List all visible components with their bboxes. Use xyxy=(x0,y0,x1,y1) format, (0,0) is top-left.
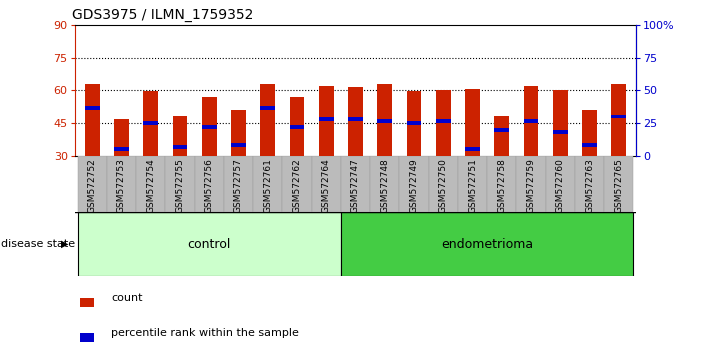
Bar xyxy=(107,156,136,212)
Bar xyxy=(524,119,538,123)
Bar xyxy=(77,156,107,212)
Bar xyxy=(202,125,217,129)
Bar xyxy=(144,91,158,156)
Text: GSM572756: GSM572756 xyxy=(205,159,214,213)
Bar xyxy=(85,106,100,110)
Bar xyxy=(282,156,311,212)
Text: GSM572762: GSM572762 xyxy=(292,159,301,213)
Bar xyxy=(136,156,166,212)
Bar xyxy=(553,130,567,134)
Bar xyxy=(231,110,246,156)
Bar xyxy=(436,90,451,156)
Bar xyxy=(253,156,282,212)
Bar xyxy=(202,97,217,156)
Bar xyxy=(311,156,341,212)
Text: endometrioma: endometrioma xyxy=(441,238,533,251)
Text: GSM572754: GSM572754 xyxy=(146,159,155,213)
Text: disease state: disease state xyxy=(1,239,75,249)
Bar xyxy=(378,119,392,123)
Text: GSM572749: GSM572749 xyxy=(410,159,419,213)
Bar xyxy=(582,110,597,156)
Bar xyxy=(494,127,509,132)
Bar xyxy=(114,119,129,156)
Bar xyxy=(85,84,100,156)
Bar xyxy=(524,86,538,156)
Bar xyxy=(436,119,451,123)
Bar xyxy=(465,147,480,151)
Bar xyxy=(370,156,400,212)
Bar xyxy=(80,298,94,307)
Bar xyxy=(407,91,422,156)
Bar xyxy=(224,156,253,212)
Bar xyxy=(289,97,304,156)
Bar xyxy=(582,143,597,147)
Bar xyxy=(319,86,333,156)
Text: count: count xyxy=(111,293,143,303)
Bar xyxy=(289,125,304,129)
Bar xyxy=(341,156,370,212)
Bar xyxy=(494,116,509,156)
Bar xyxy=(173,116,187,156)
Bar xyxy=(611,84,626,156)
Text: GSM572758: GSM572758 xyxy=(497,159,506,213)
Bar xyxy=(231,143,246,147)
Text: GSM572747: GSM572747 xyxy=(351,159,360,213)
Bar xyxy=(114,147,129,151)
Text: GSM572763: GSM572763 xyxy=(585,159,594,213)
Bar xyxy=(195,156,224,212)
Bar xyxy=(260,84,275,156)
Text: GSM572750: GSM572750 xyxy=(439,159,448,213)
Bar xyxy=(611,114,626,119)
Text: GSM572761: GSM572761 xyxy=(263,159,272,213)
Text: ▶: ▶ xyxy=(61,239,69,249)
Text: GSM572764: GSM572764 xyxy=(322,159,331,213)
Bar xyxy=(173,145,187,149)
Bar xyxy=(487,156,516,212)
Text: GSM572757: GSM572757 xyxy=(234,159,243,213)
Bar xyxy=(458,156,487,212)
Bar xyxy=(516,156,545,212)
Text: GSM572748: GSM572748 xyxy=(380,159,389,213)
Bar xyxy=(341,212,634,276)
Text: GSM572765: GSM572765 xyxy=(614,159,624,213)
Bar xyxy=(465,89,480,156)
Bar xyxy=(348,117,363,121)
Bar xyxy=(166,156,195,212)
Bar xyxy=(553,90,567,156)
Text: control: control xyxy=(188,238,231,251)
Text: GSM572753: GSM572753 xyxy=(117,159,126,213)
Bar xyxy=(575,156,604,212)
Bar xyxy=(545,156,575,212)
Text: GSM572760: GSM572760 xyxy=(556,159,565,213)
Bar xyxy=(144,121,158,125)
Bar xyxy=(378,84,392,156)
Bar xyxy=(604,156,634,212)
Bar xyxy=(80,333,94,342)
Bar xyxy=(407,121,422,125)
Bar xyxy=(348,87,363,156)
Text: GDS3975 / ILMN_1759352: GDS3975 / ILMN_1759352 xyxy=(72,8,253,22)
Text: GSM572759: GSM572759 xyxy=(527,159,535,213)
Bar xyxy=(319,117,333,121)
Bar xyxy=(77,212,341,276)
Text: percentile rank within the sample: percentile rank within the sample xyxy=(111,328,299,338)
Bar xyxy=(400,156,429,212)
Text: GSM572755: GSM572755 xyxy=(176,159,184,213)
Text: GSM572751: GSM572751 xyxy=(468,159,477,213)
Bar xyxy=(429,156,458,212)
Text: GSM572752: GSM572752 xyxy=(87,159,97,213)
Bar xyxy=(260,106,275,110)
